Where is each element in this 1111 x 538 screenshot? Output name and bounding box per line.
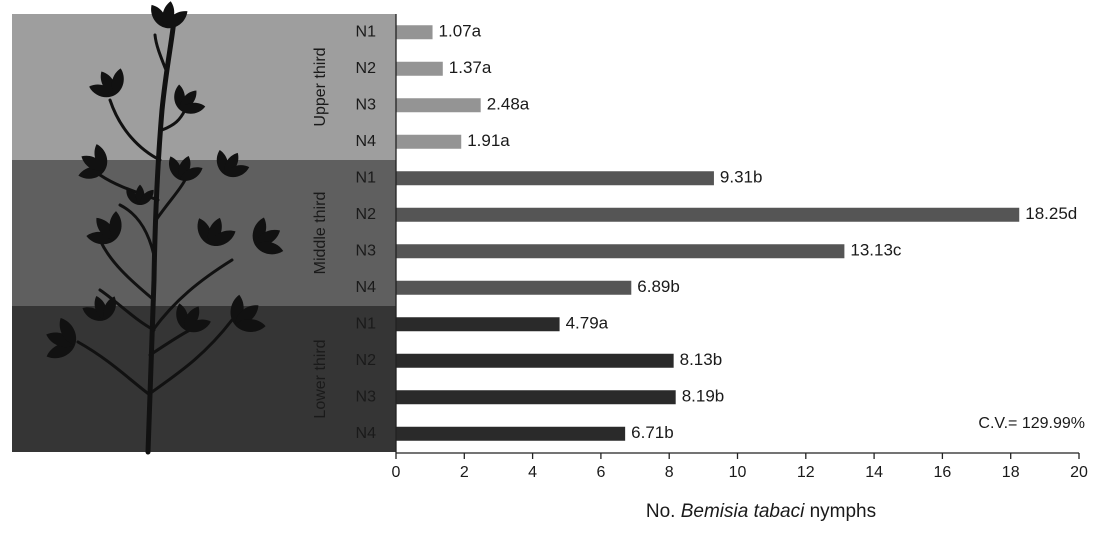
value-label-2-1: 8.13b [680,350,723,369]
bar-1-2 [396,244,845,259]
category-label-1-3: N4 [356,279,377,296]
x-tick-label-2: 4 [528,464,537,481]
plant-third-labels: Upper third Middle third Lower third [312,47,329,418]
x-tick-label-10: 20 [1070,464,1088,481]
value-label-1-3: 6.89b [637,277,680,296]
bar-0-3 [396,134,462,149]
category-label-2-1: N2 [356,352,377,369]
category-label-1-0: N1 [356,169,377,186]
band-2 [12,306,396,452]
x-tick-label-1: 2 [460,464,469,481]
value-label-1-1: 18.25d [1025,204,1077,223]
band-0 [12,14,396,160]
plant-silhouette-icon [46,1,284,455]
category-label-1-2: N3 [356,242,377,259]
x-tick-label-4: 8 [665,464,674,481]
group-label-2: Lower third [312,339,329,418]
value-label-2-2: 8.19b [682,387,725,406]
category-label-0-2: N3 [356,96,377,113]
x-tick-label-3: 6 [596,464,605,481]
value-label-2-0: 4.79a [566,314,609,333]
bar-1-1 [396,207,1020,222]
value-label-2-3: 6.71b [631,423,674,442]
bar-1-3 [396,280,632,295]
bar-1-0 [396,171,714,186]
value-label-1-2: 13.13c [850,241,902,260]
cv-annotation: C.V.= 129.99% [978,415,1085,432]
bar-2-2 [396,390,676,405]
x-tick-label-9: 18 [1002,464,1020,481]
x-tick-label-0: 0 [392,464,401,481]
bar-0-0 [396,25,433,40]
bar-0-1 [396,61,443,76]
value-label-1-0: 9.31b [720,168,763,187]
category-label-1-1: N2 [356,206,377,223]
category-label-2-2: N3 [356,388,377,405]
bar-2-0 [396,317,560,332]
value-label-0-2: 2.48a [487,95,530,114]
category-label-2-3: N4 [356,425,377,442]
bar-0-2 [396,98,481,113]
value-label-0-1: 1.37a [449,58,492,77]
category-label-0-3: N4 [356,133,377,150]
bar-2-3 [396,426,626,441]
x-tick-label-7: 14 [865,464,883,481]
group-label-0: Upper third [312,47,329,126]
x-axis-title: No. Bemisia tabaci nymphs [646,501,876,522]
x-tick-label-5: 10 [729,464,747,481]
value-label-0-0: 1.07a [439,22,482,41]
bar-series: N1 1.07a N2 1.37a N3 2.48a N4 1.91a N1 9.31b N2 18.… [356,22,1078,443]
category-label-0-0: N1 [356,23,377,40]
x-axis: 0 2 4 6 8 10 12 14 16 18 20 [392,14,1088,481]
x-tick-label-6: 12 [797,464,815,481]
group-label-1: Middle third [312,192,329,275]
category-label-2-0: N1 [356,315,377,332]
value-label-0-3: 1.91a [467,131,510,150]
category-label-0-1: N2 [356,60,377,77]
bar-2-1 [396,353,674,368]
x-tick-label-8: 16 [934,464,952,481]
